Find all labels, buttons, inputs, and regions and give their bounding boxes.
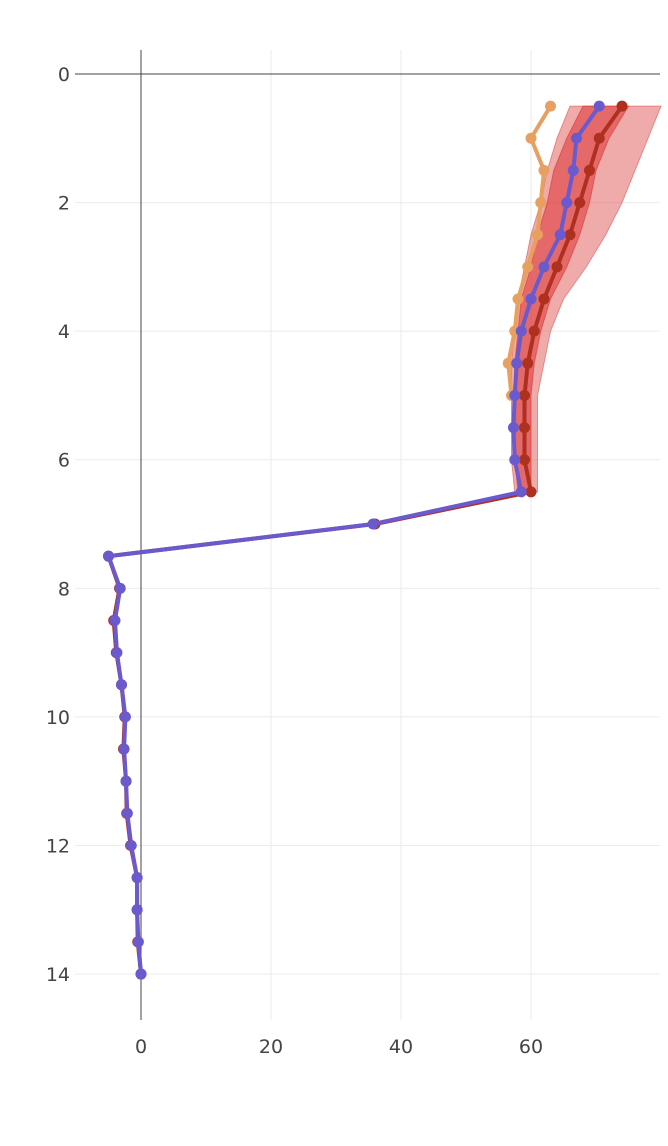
series-purple xyxy=(103,100,605,980)
data-point[interactable] xyxy=(131,872,143,884)
data-point[interactable] xyxy=(528,325,540,337)
data-point[interactable] xyxy=(509,389,521,401)
y-tick-label: 8 xyxy=(58,578,70,600)
data-point[interactable] xyxy=(121,807,133,819)
series-line xyxy=(506,105,553,396)
data-point[interactable] xyxy=(131,904,143,916)
data-point[interactable] xyxy=(120,775,132,787)
data-point[interactable] xyxy=(502,357,514,369)
data-point[interactable] xyxy=(522,261,534,273)
data-point[interactable] xyxy=(584,164,595,176)
x-tick-label: 60 xyxy=(519,1036,543,1058)
data-point[interactable] xyxy=(551,261,563,273)
data-point[interactable] xyxy=(135,968,147,980)
data-point[interactable] xyxy=(525,132,537,144)
data-point[interactable] xyxy=(519,422,530,434)
data-point[interactable] xyxy=(561,197,573,209)
data-point[interactable] xyxy=(593,100,605,112)
data-point[interactable] xyxy=(525,293,537,305)
data-point[interactable] xyxy=(564,229,576,241)
data-point[interactable] xyxy=(114,582,126,594)
y-tick-label: 10 xyxy=(46,707,70,729)
y-tick-label: 12 xyxy=(46,835,70,857)
y-tick-label: 4 xyxy=(58,321,70,343)
data-point[interactable] xyxy=(525,486,537,498)
data-point[interactable] xyxy=(519,389,530,401)
data-point[interactable] xyxy=(538,261,550,273)
y-axis-tick-labels: 0 2 4 6 8 10 12 14 xyxy=(46,64,70,986)
y-tick-label: 2 xyxy=(58,193,70,215)
data-point[interactable] xyxy=(567,164,579,176)
x-axis-tick-labels: 0 20 40 60 xyxy=(135,1036,543,1058)
data-point[interactable] xyxy=(132,936,144,948)
data-point[interactable] xyxy=(507,422,519,434)
axes xyxy=(75,50,660,1020)
data-point[interactable] xyxy=(519,454,530,466)
y-tick-label: 0 xyxy=(58,64,70,86)
data-point[interactable] xyxy=(119,711,131,723)
data-point[interactable] xyxy=(509,454,521,466)
data-point[interactable] xyxy=(522,357,534,369)
data-point[interactable] xyxy=(103,550,114,562)
data-point[interactable] xyxy=(532,229,543,241)
data-point[interactable] xyxy=(111,647,123,659)
series-lines xyxy=(103,100,628,980)
data-point[interactable] xyxy=(545,100,556,112)
data-point[interactable] xyxy=(116,679,127,691)
x-tick-label: 0 xyxy=(135,1036,147,1058)
data-point[interactable] xyxy=(616,100,628,112)
data-point[interactable] xyxy=(571,132,582,144)
data-point[interactable] xyxy=(538,293,550,305)
y-tick-label: 6 xyxy=(58,450,70,472)
data-point[interactable] xyxy=(118,743,130,755)
data-point[interactable] xyxy=(125,839,137,851)
data-point[interactable] xyxy=(515,325,527,337)
data-point[interactable] xyxy=(535,197,547,209)
data-point[interactable] xyxy=(538,164,550,176)
data-point[interactable] xyxy=(367,518,379,530)
y-tick-label: 14 xyxy=(46,964,70,986)
data-point[interactable] xyxy=(109,614,121,626)
series-line xyxy=(106,104,601,975)
data-point[interactable] xyxy=(554,229,566,241)
x-tick-label: 40 xyxy=(389,1036,413,1058)
grid-lines xyxy=(75,50,660,1020)
data-point[interactable] xyxy=(574,197,586,209)
data-point[interactable] xyxy=(512,293,524,305)
data-point[interactable] xyxy=(515,486,527,498)
data-point[interactable] xyxy=(593,132,605,144)
x-tick-label: 20 xyxy=(259,1036,283,1058)
data-point[interactable] xyxy=(511,357,523,369)
